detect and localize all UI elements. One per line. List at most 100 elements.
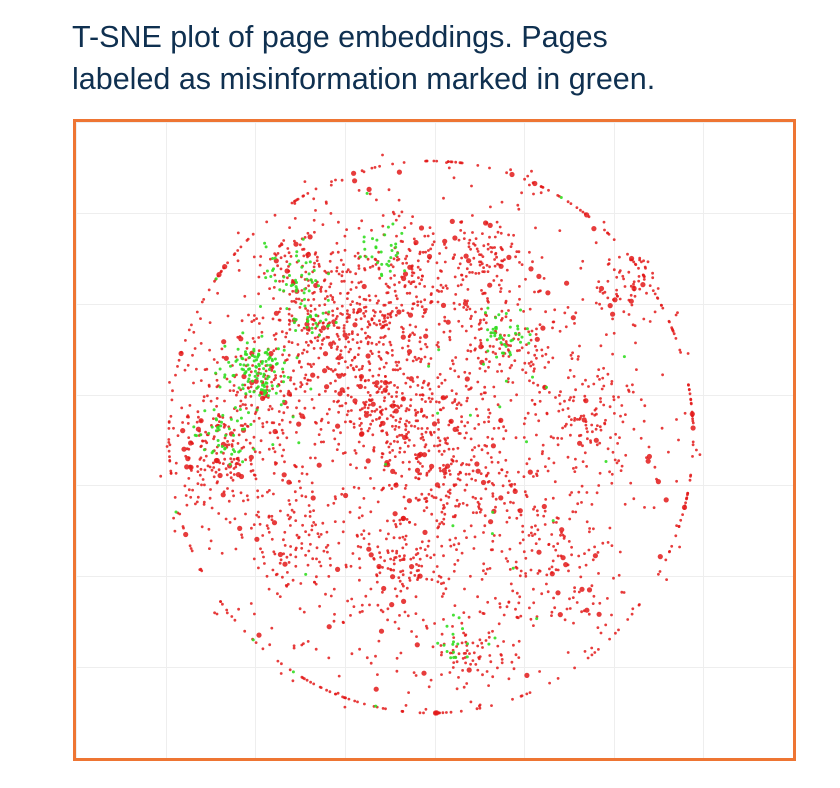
data-point-page [566,306,570,309]
data-point-page [596,611,602,617]
data-point-page [453,604,457,607]
data-point-page [366,406,370,410]
data-point-page [357,486,361,490]
data-point-page [367,542,371,546]
data-point-misinformation [445,624,449,628]
data-point-page [592,553,599,559]
data-point-page [342,324,346,327]
data-point-page [279,244,282,247]
data-point-page [557,409,561,413]
data-point-page [176,434,180,437]
data-point-page [453,253,456,257]
data-point-page [632,427,636,431]
data-point-page [365,353,371,359]
data-point-misinformation [396,251,400,255]
data-point-page [528,266,534,272]
data-point-page [520,694,524,698]
data-point-misinformation [307,289,311,293]
data-point-page [552,461,556,465]
data-point-page [418,393,422,397]
data-point-page [441,711,445,715]
data-point-page [330,346,333,349]
data-point-page [168,459,172,463]
data-point-misinformation [604,460,608,463]
data-point-misinformation [267,389,271,393]
data-point-page [567,415,571,418]
data-point-page [421,465,424,468]
data-point-page [199,419,203,423]
data-point-page [358,506,362,509]
data-point-page [377,354,381,358]
data-point-page [416,375,419,379]
data-point-misinformation [274,391,278,395]
data-point-page [629,481,633,485]
data-point-page [401,396,405,400]
data-point-page [442,483,445,486]
data-point-page [276,252,280,255]
data-point-page [457,542,461,546]
data-point-page [514,653,518,657]
data-point-page [364,594,368,598]
data-point-page [595,491,599,495]
data-point-page [375,408,379,411]
data-point-page [477,271,481,275]
data-point-page [488,654,492,657]
data-point-page [306,255,309,259]
data-point-page [512,488,518,494]
data-point-page [591,430,594,434]
data-point-page [469,700,473,704]
data-point-page [313,261,316,265]
data-point-page [357,440,361,444]
data-point-page [612,268,616,272]
data-point-page [220,551,224,555]
data-point-page [481,232,484,235]
data-point-page [213,279,216,283]
data-point-page [386,607,390,611]
data-point-page [457,401,461,405]
data-point-page [250,403,254,407]
data-point-page [365,656,369,660]
data-point-page [691,440,695,444]
data-point-page [527,351,530,355]
data-point-page [359,378,363,382]
data-point-misinformation [466,642,469,646]
data-point-page [581,382,584,386]
data-point-page [280,662,283,666]
data-point-page [168,381,171,384]
data-point-page [357,368,361,372]
data-point-page [199,467,203,471]
data-point-page [633,294,637,298]
data-point-page [377,417,381,420]
data-point-page [379,385,383,388]
data-point-page [420,305,424,309]
data-point-page [290,300,294,303]
data-point-page [200,525,204,529]
data-point-page [635,368,638,371]
data-point-page [594,301,598,305]
data-point-page [555,590,561,596]
data-point-page [595,412,598,416]
data-point-page [388,483,391,487]
data-point-page [315,259,319,262]
data-point-page [449,367,452,370]
data-point-page [684,501,687,505]
data-point-page [411,215,414,218]
data-point-page [642,278,646,281]
data-point-page [423,285,426,288]
data-point-page [339,292,342,295]
data-point-page [517,639,521,643]
data-point-page [254,536,260,542]
data-point-page [213,611,217,615]
data-point-page [336,307,339,310]
data-point-misinformation [301,237,305,241]
data-point-page [599,400,602,404]
data-point-page [405,261,408,265]
data-point-page [300,289,304,292]
data-point-page [532,192,535,196]
data-point-page [324,384,330,390]
data-point-page [167,449,171,453]
data-point-page [267,514,271,518]
data-point-page [622,277,625,281]
data-point-page [323,278,327,282]
data-point-page [395,297,399,301]
